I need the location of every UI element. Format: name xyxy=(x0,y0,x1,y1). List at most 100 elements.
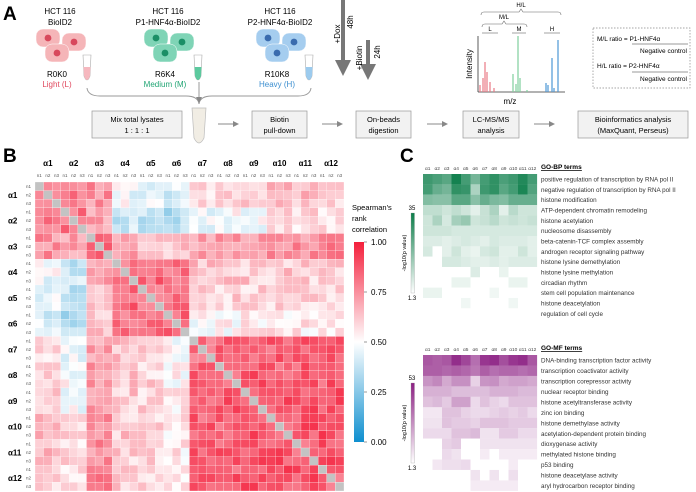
row-replicate-label: n3 xyxy=(26,278,32,283)
correlation-cell xyxy=(223,216,233,226)
correlation-cell xyxy=(197,387,207,397)
correlation-cell xyxy=(77,310,87,320)
correlation-cell xyxy=(34,181,44,191)
correlation-cell xyxy=(34,293,44,303)
correlation-cell xyxy=(318,413,327,423)
go-colorbar-min: 1.3 xyxy=(408,296,417,302)
hl-bracket-label: H/L xyxy=(516,3,526,9)
correlation-cell xyxy=(137,447,147,457)
correlation-cell xyxy=(206,387,216,397)
correlation-cell xyxy=(146,301,156,311)
correlation-cell xyxy=(232,216,242,226)
correlation-cell xyxy=(318,190,327,200)
correlation-cell xyxy=(60,199,70,208)
go-enrichment-cell xyxy=(480,428,490,439)
go-enrichment-cell xyxy=(518,277,528,288)
go-enrichment-cell xyxy=(451,256,462,268)
column-replicate-label: n1 xyxy=(140,173,146,178)
row-replicate-label: n2 xyxy=(26,270,32,275)
correlation-cell xyxy=(215,379,224,389)
correlation-cell xyxy=(249,456,259,466)
go-enrichment-cell xyxy=(499,225,509,237)
correlation-cell xyxy=(103,379,113,389)
correlation-cell xyxy=(154,353,164,363)
go-enrichment-cell xyxy=(470,297,481,309)
correlation-cell xyxy=(223,404,233,414)
correlation-cell xyxy=(43,293,53,303)
correlation-cell xyxy=(180,379,190,389)
correlation-cell xyxy=(43,190,53,200)
correlation-cell xyxy=(206,456,216,466)
correlation-cell xyxy=(154,473,164,483)
correlation-cell xyxy=(240,439,250,449)
go-enrichment-cell xyxy=(461,246,471,257)
column-replicate-label: n3 xyxy=(80,173,86,178)
correlation-cell xyxy=(69,473,79,483)
go-term-label: histone acetyltransferase activity xyxy=(541,399,633,406)
correlation-cell xyxy=(34,190,44,200)
correlation-cell xyxy=(232,473,242,483)
correlation-cell xyxy=(309,276,319,286)
correlation-cell xyxy=(197,422,207,432)
correlation-cell xyxy=(240,241,250,251)
correlation-cell xyxy=(103,344,113,354)
correlation-cell xyxy=(335,353,345,363)
correlation-cell xyxy=(103,473,113,483)
correlation-cell xyxy=(43,344,53,354)
correlation-cell xyxy=(283,181,293,191)
correlation-cell xyxy=(86,259,96,269)
correlation-cell xyxy=(180,439,190,449)
correlation-cell xyxy=(154,404,164,414)
correlation-cell xyxy=(292,181,302,191)
correlation-cell xyxy=(197,456,207,466)
correlation-cell xyxy=(52,224,61,234)
correlation-cell xyxy=(52,387,61,397)
correlation-cell xyxy=(300,439,310,449)
correlation-cell xyxy=(335,181,345,191)
correlation-cell xyxy=(172,310,182,320)
correlation-cell xyxy=(77,190,87,200)
correlation-cell xyxy=(52,310,61,320)
correlation-cell xyxy=(197,379,207,389)
correlation-cell xyxy=(266,362,276,371)
correlation-cell xyxy=(215,447,224,457)
correlation-cell xyxy=(309,336,319,346)
correlation-cell xyxy=(326,327,336,337)
correlation-cell xyxy=(232,233,242,243)
legend-tick-label: 1.00 xyxy=(371,238,387,247)
correlation-cell xyxy=(266,336,276,346)
go-enrichment-cell xyxy=(518,428,528,439)
correlation-cell xyxy=(326,456,336,466)
correlation-cell xyxy=(266,233,276,243)
correlation-cell xyxy=(223,413,233,423)
correlation-cell xyxy=(163,250,173,260)
correlation-cell xyxy=(335,396,345,406)
go-enrichment-cell xyxy=(518,225,528,237)
correlation-cell xyxy=(232,284,242,294)
correlation-cell xyxy=(77,267,87,277)
correlation-cell xyxy=(137,344,147,354)
correlation-cell xyxy=(86,336,96,346)
correlation-cell xyxy=(292,216,302,226)
correlation-cell xyxy=(146,327,156,337)
correlation-cell xyxy=(163,267,173,277)
correlation-cell xyxy=(309,404,319,414)
go-enrichment-cell xyxy=(508,365,519,376)
correlation-cell xyxy=(146,250,156,260)
correlation-cell xyxy=(163,207,173,217)
correlation-cell xyxy=(215,216,224,226)
correlation-cell xyxy=(335,413,345,423)
correlation-cell xyxy=(69,344,79,354)
correlation-cell xyxy=(197,413,207,423)
correlation-cell xyxy=(52,241,61,251)
correlation-cell xyxy=(86,241,96,251)
correlation-cell xyxy=(69,190,79,200)
correlation-cell xyxy=(206,267,216,277)
correlation-cell xyxy=(215,190,224,200)
go-enrichment-cell xyxy=(451,396,462,408)
correlation-cell xyxy=(283,267,293,277)
correlation-cell xyxy=(69,293,79,303)
go-enrichment-cell xyxy=(518,174,528,185)
correlation-cell xyxy=(300,216,310,226)
correlation-cell xyxy=(292,259,302,269)
